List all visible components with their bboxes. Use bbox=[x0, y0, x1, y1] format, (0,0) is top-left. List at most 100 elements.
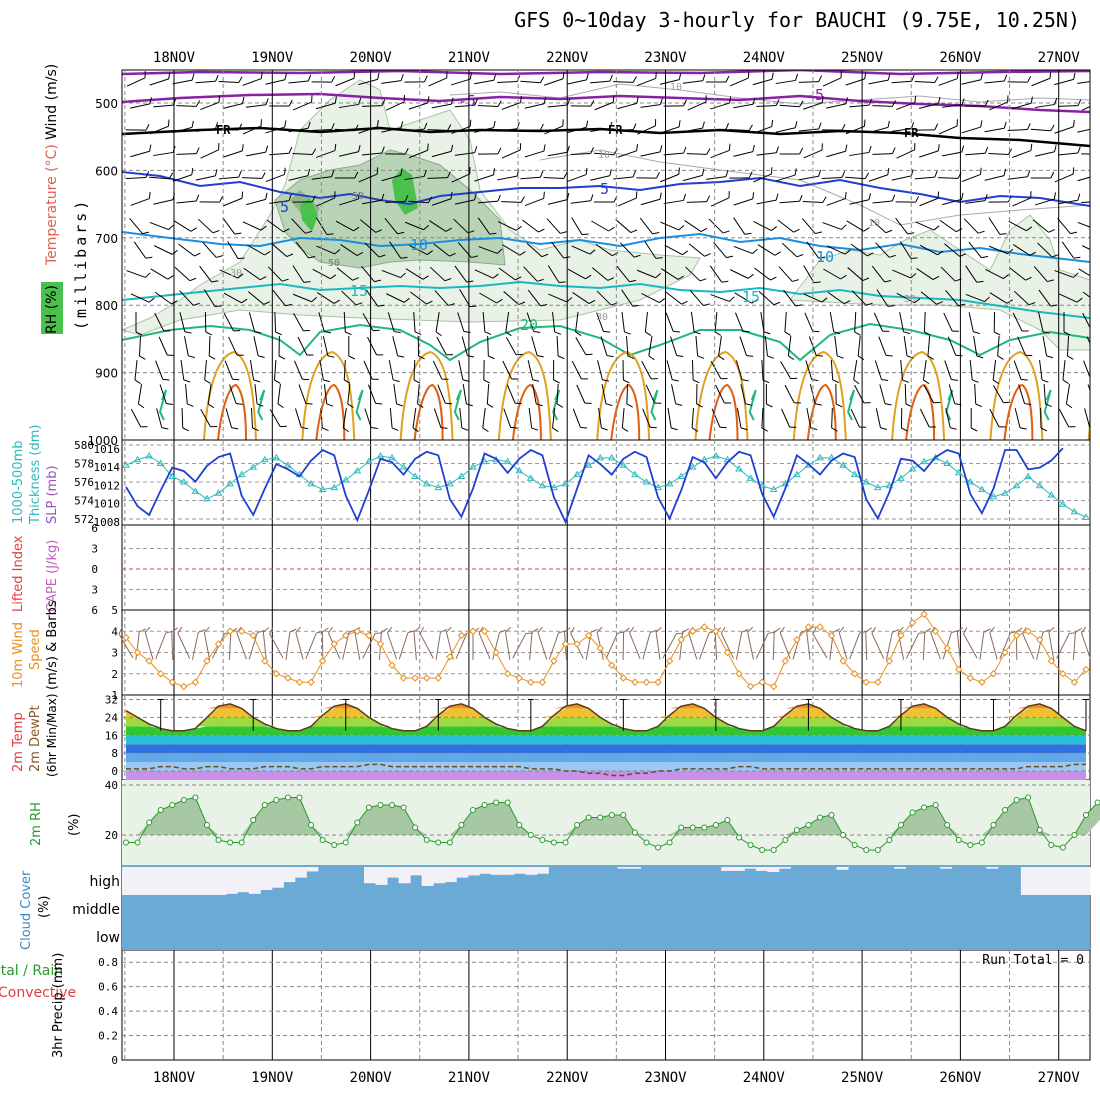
wind-barb-feather bbox=[253, 379, 261, 383]
wind-barb bbox=[130, 293, 155, 303]
thickness-marker bbox=[943, 459, 952, 466]
wind-barb-feather bbox=[885, 354, 893, 357]
wind-barb-feather bbox=[980, 167, 982, 175]
wind-barb-staff bbox=[292, 293, 312, 303]
rh2m-marker bbox=[932, 802, 939, 808]
wind-barb bbox=[437, 384, 453, 405]
wind-barb-feather bbox=[214, 305, 222, 307]
wind-speed-marker bbox=[665, 657, 674, 665]
wind-speed-marker bbox=[261, 657, 269, 665]
wind-barb-staff bbox=[592, 267, 608, 281]
wind-barb bbox=[459, 408, 469, 431]
rh2m-marker bbox=[724, 817, 731, 823]
wind-barb-feather bbox=[285, 303, 293, 307]
thickness-marker bbox=[214, 489, 223, 496]
wind-barb-feather bbox=[910, 273, 917, 279]
wind-barb-feather bbox=[311, 148, 317, 155]
wind-barb-staff bbox=[736, 408, 742, 428]
wind-barb-staff bbox=[764, 336, 768, 356]
wind-barb-feather bbox=[191, 73, 195, 81]
wind-barb-feather bbox=[835, 403, 843, 408]
wind10m-barb bbox=[1048, 626, 1055, 660]
wind-barb-feather bbox=[372, 329, 380, 332]
date-label-top: 22NOV bbox=[546, 50, 589, 66]
wind-barb-staff bbox=[200, 149, 219, 159]
wind-barb-staff bbox=[543, 78, 564, 86]
wind-barb-feather bbox=[936, 301, 943, 305]
rh2m-marker bbox=[863, 847, 870, 853]
wind-barb-staff bbox=[266, 219, 284, 233]
wind-barb-staff bbox=[547, 199, 568, 205]
wind-speed-marker bbox=[596, 644, 604, 652]
rh2m-marker bbox=[192, 794, 199, 801]
thickness-marker bbox=[399, 463, 408, 470]
cloud-high-gap bbox=[202, 867, 215, 895]
wind-barb-staff bbox=[482, 408, 486, 428]
wind-barb-staff bbox=[543, 176, 564, 180]
thickness-marker bbox=[133, 455, 142, 463]
wind-barb-staff bbox=[708, 218, 724, 234]
wind-barb-feather bbox=[911, 74, 915, 82]
wind-barb-staff bbox=[874, 360, 882, 380]
wind-barb-feather bbox=[655, 257, 663, 259]
contour-30 bbox=[1003, 383, 1034, 440]
wind-barb bbox=[267, 266, 289, 282]
wind-barb-staff bbox=[1058, 293, 1078, 303]
wind10m-barb-staff bbox=[1072, 631, 1076, 661]
wind10m-barb-feather bbox=[682, 628, 690, 633]
wind-barb bbox=[1062, 360, 1069, 384]
wind-barb-feather bbox=[261, 172, 266, 179]
wind-barb-feather bbox=[403, 297, 410, 303]
wind-barb-feather bbox=[636, 96, 639, 104]
wind-barb-staff bbox=[757, 244, 776, 256]
contour-25 bbox=[399, 350, 454, 440]
wind-barb-feather bbox=[629, 279, 637, 283]
wind-barb-feather bbox=[237, 257, 245, 260]
wind-barb-feather bbox=[1097, 224, 1100, 231]
thickness-marker bbox=[862, 478, 871, 485]
date-label-top: 21NOV bbox=[448, 50, 491, 66]
wind-barb bbox=[919, 244, 944, 256]
wind-barb bbox=[498, 267, 522, 281]
wind-barb-feather bbox=[232, 378, 240, 381]
rh2m-marker bbox=[215, 837, 222, 843]
wind-barb-staff bbox=[436, 336, 447, 356]
wind-barb-staff bbox=[130, 198, 150, 206]
wind-barb-staff bbox=[524, 197, 544, 207]
wind-barb bbox=[361, 266, 382, 283]
wind-barb-feather bbox=[259, 276, 267, 281]
wind-barb-feather bbox=[139, 355, 146, 360]
wind-barb-staff bbox=[413, 359, 416, 381]
wind-barb-staff bbox=[1042, 336, 1048, 356]
cloud-high-gap bbox=[1055, 867, 1068, 895]
wind-barb bbox=[130, 191, 151, 206]
wind-barb-feather bbox=[580, 426, 588, 429]
wind-barb-feather bbox=[216, 255, 223, 258]
wind-barb-staff bbox=[1017, 336, 1026, 356]
wind10m-barb bbox=[413, 627, 420, 660]
wind-barb bbox=[316, 143, 337, 158]
contour-20-wiggle bbox=[453, 389, 462, 421]
wind-barb bbox=[474, 168, 496, 182]
wind-barb-feather bbox=[770, 276, 777, 281]
wind-barb-staff bbox=[596, 290, 612, 306]
wind-barb bbox=[1012, 143, 1033, 158]
wind-barb bbox=[433, 408, 448, 429]
wind-barb bbox=[381, 168, 403, 182]
wind-barb-staff bbox=[246, 198, 266, 206]
rh2m-marker bbox=[978, 839, 985, 846]
wind-barb-staff bbox=[320, 407, 323, 429]
wind-barb-feather bbox=[676, 355, 684, 358]
wind-barb bbox=[523, 266, 544, 282]
wind10m-barb-feather bbox=[295, 626, 302, 633]
wind-barb bbox=[778, 266, 799, 282]
wind-barb bbox=[659, 72, 682, 85]
wind-barb-feather bbox=[1007, 148, 1013, 155]
upper-ylabel: (millibars) bbox=[72, 198, 90, 330]
wind-barb-feather bbox=[539, 170, 544, 178]
wind-barb-staff bbox=[637, 125, 656, 135]
wind-barb-feather bbox=[702, 74, 706, 81]
wind-barb-feather bbox=[1051, 254, 1059, 258]
wind-barb-feather bbox=[274, 379, 281, 384]
precip-panel-frame bbox=[121, 949, 1091, 1061]
